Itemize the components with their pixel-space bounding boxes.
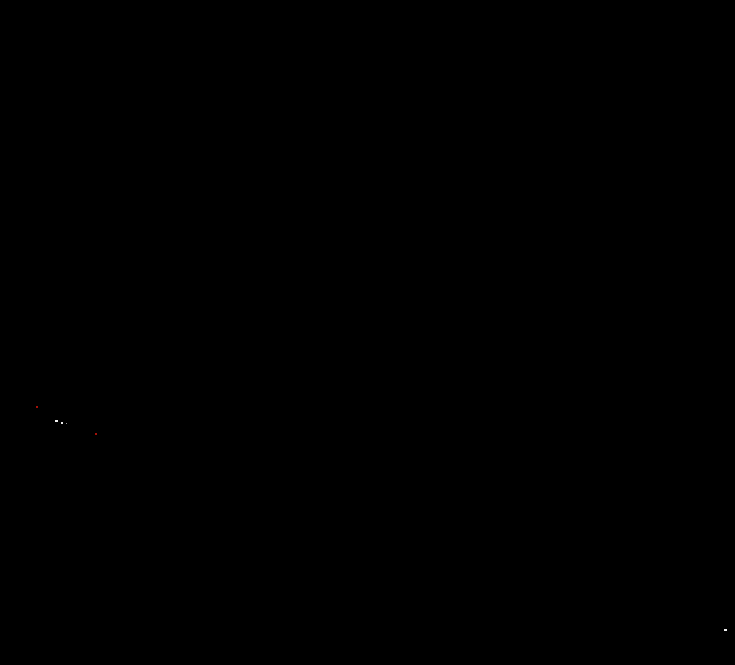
- white-dot-speck: [61, 422, 63, 424]
- white-dash-speck: [55, 420, 58, 422]
- red-speck-top-left: [36, 406, 38, 408]
- white-dash-bottom-right: [724, 629, 727, 631]
- gray-dot-speck: [66, 423, 67, 424]
- red-speck-lower: [95, 433, 97, 435]
